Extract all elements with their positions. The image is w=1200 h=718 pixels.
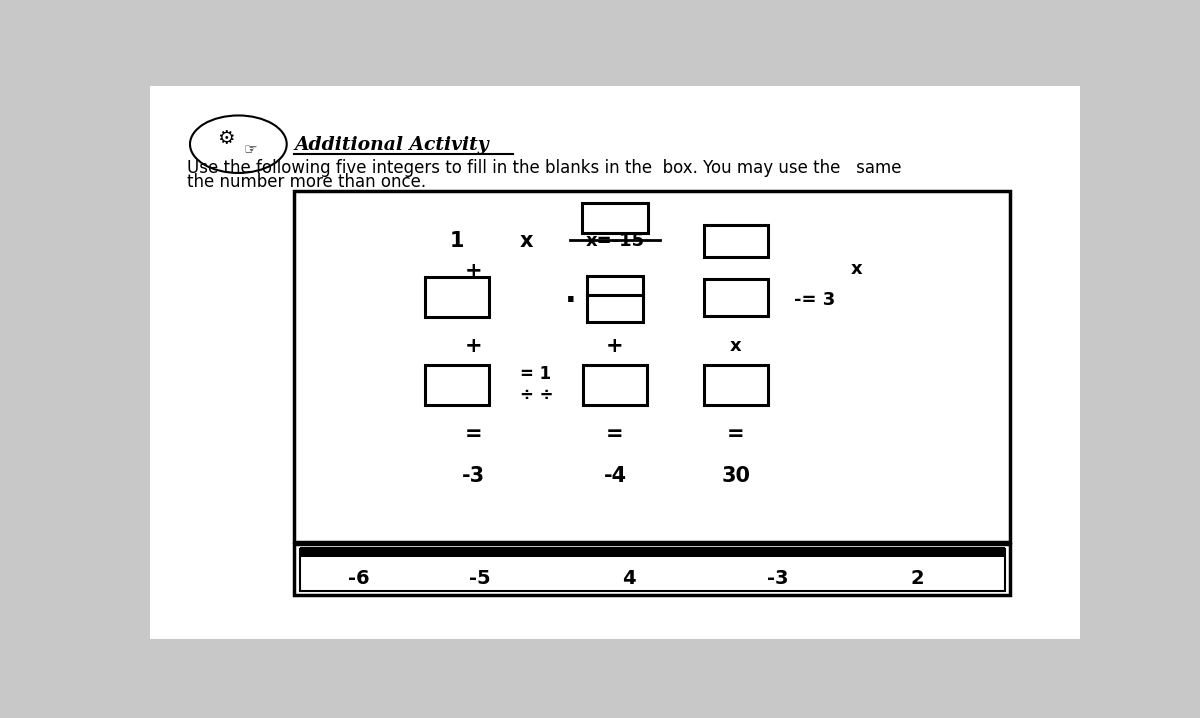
Bar <box>582 202 648 233</box>
Bar <box>425 277 488 317</box>
Text: x: x <box>851 260 863 278</box>
Bar <box>300 547 1004 557</box>
Bar <box>704 225 768 257</box>
Text: the number more than once.: the number more than once. <box>187 173 426 192</box>
Text: 4: 4 <box>622 569 636 588</box>
Text: x: x <box>520 231 534 251</box>
Bar <box>300 549 1004 591</box>
Text: -3: -3 <box>462 466 485 486</box>
Bar <box>587 295 643 322</box>
Text: -6: -6 <box>348 569 370 588</box>
Bar <box>294 191 1010 542</box>
Text: 30: 30 <box>721 466 750 486</box>
Text: =: = <box>727 424 745 444</box>
Circle shape <box>190 116 287 173</box>
Text: =: = <box>606 424 624 444</box>
Text: 1: 1 <box>450 231 464 251</box>
Text: +: + <box>464 261 482 281</box>
Text: =: = <box>464 424 482 444</box>
Text: +: + <box>464 336 482 356</box>
Text: -= 3: -= 3 <box>794 291 835 309</box>
Text: ☞: ☞ <box>244 142 257 157</box>
Text: -5: -5 <box>469 569 491 588</box>
Text: = 1: = 1 <box>520 365 551 383</box>
Bar <box>704 365 768 405</box>
Text: ·: · <box>564 287 576 316</box>
Bar <box>583 365 647 405</box>
Text: +: + <box>606 336 624 356</box>
Text: x=-15: x=-15 <box>586 232 644 250</box>
Text: -4: -4 <box>604 466 626 486</box>
Text: -3: -3 <box>767 569 788 588</box>
Text: Additional Activity: Additional Activity <box>294 136 488 154</box>
Bar <box>425 365 488 405</box>
Text: Use the following five integers to fill in the blanks in the  box. You may use t: Use the following five integers to fill … <box>187 159 901 177</box>
Text: x: x <box>730 337 742 355</box>
Bar <box>294 544 1010 595</box>
Text: 2: 2 <box>911 569 924 588</box>
Bar <box>704 279 768 316</box>
Bar <box>587 276 643 299</box>
Text: ⚙: ⚙ <box>217 129 235 148</box>
Text: ÷ ÷: ÷ ÷ <box>520 386 553 404</box>
